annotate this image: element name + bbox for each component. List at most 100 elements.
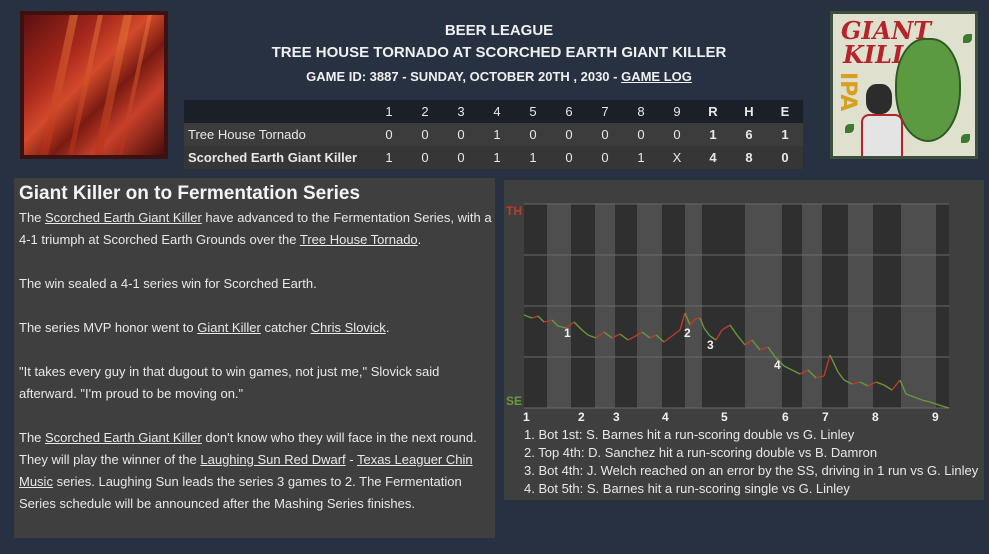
- win-probability-segment: [867, 381, 877, 387]
- story-text: .: [417, 232, 422, 247]
- story-headline: Giant Killer on to Fermentation Series: [19, 183, 361, 204]
- home-team-logo: GIANT KILLER IPA: [830, 11, 978, 159]
- win-probability-segment: [689, 318, 696, 326]
- story-text: series. Laughing Sun leads the series 3 …: [19, 474, 462, 511]
- win-probability-segment: [751, 339, 761, 351]
- win-probability-segment: [935, 403, 943, 407]
- team-link[interactable]: Texas Leaguer Chin Music: [19, 452, 473, 489]
- win-probability-segment: [694, 317, 701, 320]
- errors-total: 1: [767, 123, 803, 146]
- win-probability-segment: [565, 321, 575, 329]
- story-paragraph: "It takes every guy in that dugout to wi…: [19, 364, 440, 401]
- win-probability-segment: [783, 365, 793, 371]
- inning-tick: 4: [662, 410, 669, 424]
- team-link[interactable]: Laughing Sun Red Dwarf: [200, 452, 346, 467]
- hits-total: 6: [731, 123, 767, 146]
- win-probability-segment: [875, 381, 885, 386]
- story-text: .: [385, 320, 390, 335]
- column-header: 2: [407, 100, 443, 123]
- event-note: 1. Bot 1st: S. Barnes hit a run-scoring …: [524, 427, 855, 442]
- inning-tick: 8: [872, 410, 879, 424]
- inning-score: 0: [659, 123, 695, 146]
- inning-score: 0: [587, 123, 623, 146]
- inning-score: 0: [371, 123, 407, 146]
- inning-tick: 9: [932, 410, 939, 424]
- team-link[interactable]: Scorched Earth Giant Killer: [45, 430, 202, 445]
- team-link[interactable]: Tree House Tornado: [299, 232, 418, 247]
- inning-tick: 3: [613, 410, 620, 424]
- inning-score: 0: [407, 146, 443, 169]
- column-header: 6: [551, 100, 587, 123]
- team-link[interactable]: Giant Killer: [197, 320, 261, 335]
- story-text: have advanced to the Fermentation Series…: [19, 210, 492, 247]
- win-probability-segment: [715, 329, 723, 341]
- line-score-table: 1 2 3 4 5 6 7 8 9 R H E Tree House Torna…: [184, 100, 803, 169]
- team-link[interactable]: Scorched Earth Giant Killer: [45, 210, 202, 225]
- inning-tick: 5: [721, 410, 728, 424]
- win-probability-segment: [815, 375, 825, 379]
- win-probability-segment: [633, 331, 643, 338]
- player-link[interactable]: Chris Slovick: [310, 320, 386, 335]
- wrestler-body-icon: [861, 114, 903, 156]
- home-team-name[interactable]: Scorched Earth Giant Killer: [184, 146, 371, 169]
- grid-lines: [524, 203, 949, 409]
- event-notes: 1. Bot 1st: S. Barnes hit a run-scoring …: [524, 426, 986, 498]
- win-probability-segment: [679, 312, 686, 331]
- column-header: 7: [587, 100, 623, 123]
- story-text: -: [345, 452, 357, 467]
- inning-tick: 7: [822, 410, 829, 424]
- inning-tick: 1: [523, 410, 530, 424]
- game-header: BEER LEAGUE TREE HOUSE TORNADO AT SCORCH…: [175, 22, 823, 84]
- win-probability-segment: [537, 315, 545, 323]
- win-probability-segment: [543, 319, 553, 323]
- away-team-name[interactable]: Tree House Tornado: [184, 123, 371, 146]
- column-header: 4: [479, 100, 515, 123]
- win-probability-segment: [581, 329, 589, 336]
- win-probability-segment: [829, 354, 839, 373]
- inning-score: 1: [479, 123, 515, 146]
- inning-score: 0: [551, 123, 587, 146]
- event-note: 4. Bot 5th: S. Barnes hit a run-scoring …: [524, 481, 850, 496]
- win-probability-segment: [843, 379, 853, 385]
- inning-score: 0: [443, 146, 479, 169]
- win-probability-segment: [899, 379, 907, 395]
- column-header-runs: R: [695, 100, 731, 123]
- runs-total: 1: [695, 123, 731, 146]
- event-marker: 1: [564, 326, 571, 340]
- inning-score: 1: [515, 146, 551, 169]
- win-probability-segment: [573, 321, 583, 331]
- inning-axis: 1 2 3 4 5 6 7 8 9: [523, 410, 939, 424]
- bottom-team-label: SE: [506, 394, 522, 408]
- win-probability-segment: [729, 324, 738, 336]
- win-probability-segment: [684, 312, 691, 326]
- story-text: The: [19, 210, 46, 225]
- away-team-logo: [20, 11, 168, 159]
- inning-score: 1: [371, 146, 407, 169]
- wrestler-face-icon: [866, 84, 892, 114]
- story-paragraph: The series MVP honor went to Giant Kille…: [19, 317, 495, 339]
- win-probability-segment: [551, 319, 559, 327]
- win-probability-segment: [587, 334, 597, 339]
- story-paragraph: The Scorched Earth Giant Killer have adv…: [19, 207, 495, 251]
- inning-score: X: [659, 146, 695, 169]
- event-marker: 3: [707, 338, 714, 352]
- win-probability-segment: [913, 396, 923, 401]
- runs-total: 4: [695, 146, 731, 169]
- inning-score: 0: [587, 146, 623, 169]
- win-probability-segment: [767, 346, 777, 359]
- win-probability-segment: [859, 381, 869, 387]
- win-probability-segment: [603, 331, 613, 339]
- win-probability-segment: [791, 369, 801, 375]
- story-text: The series MVP honor went to: [19, 320, 198, 335]
- win-probability-segment: [627, 336, 635, 341]
- game-log-link[interactable]: GAME LOG: [621, 69, 692, 84]
- win-probability-segment: [775, 357, 785, 367]
- story-text: The: [19, 430, 46, 445]
- win-probability-segment: [721, 324, 731, 331]
- win-probability-chart: TH SE 1 2 3 4 1 2 3 4 5 6 7 8 9: [506, 203, 950, 424]
- win-probability-segment: [891, 379, 901, 391]
- inning-score: 0: [623, 123, 659, 146]
- column-header: 9: [659, 100, 695, 123]
- win-probability-segment: [929, 401, 937, 405]
- win-probability-segment: [709, 335, 717, 341]
